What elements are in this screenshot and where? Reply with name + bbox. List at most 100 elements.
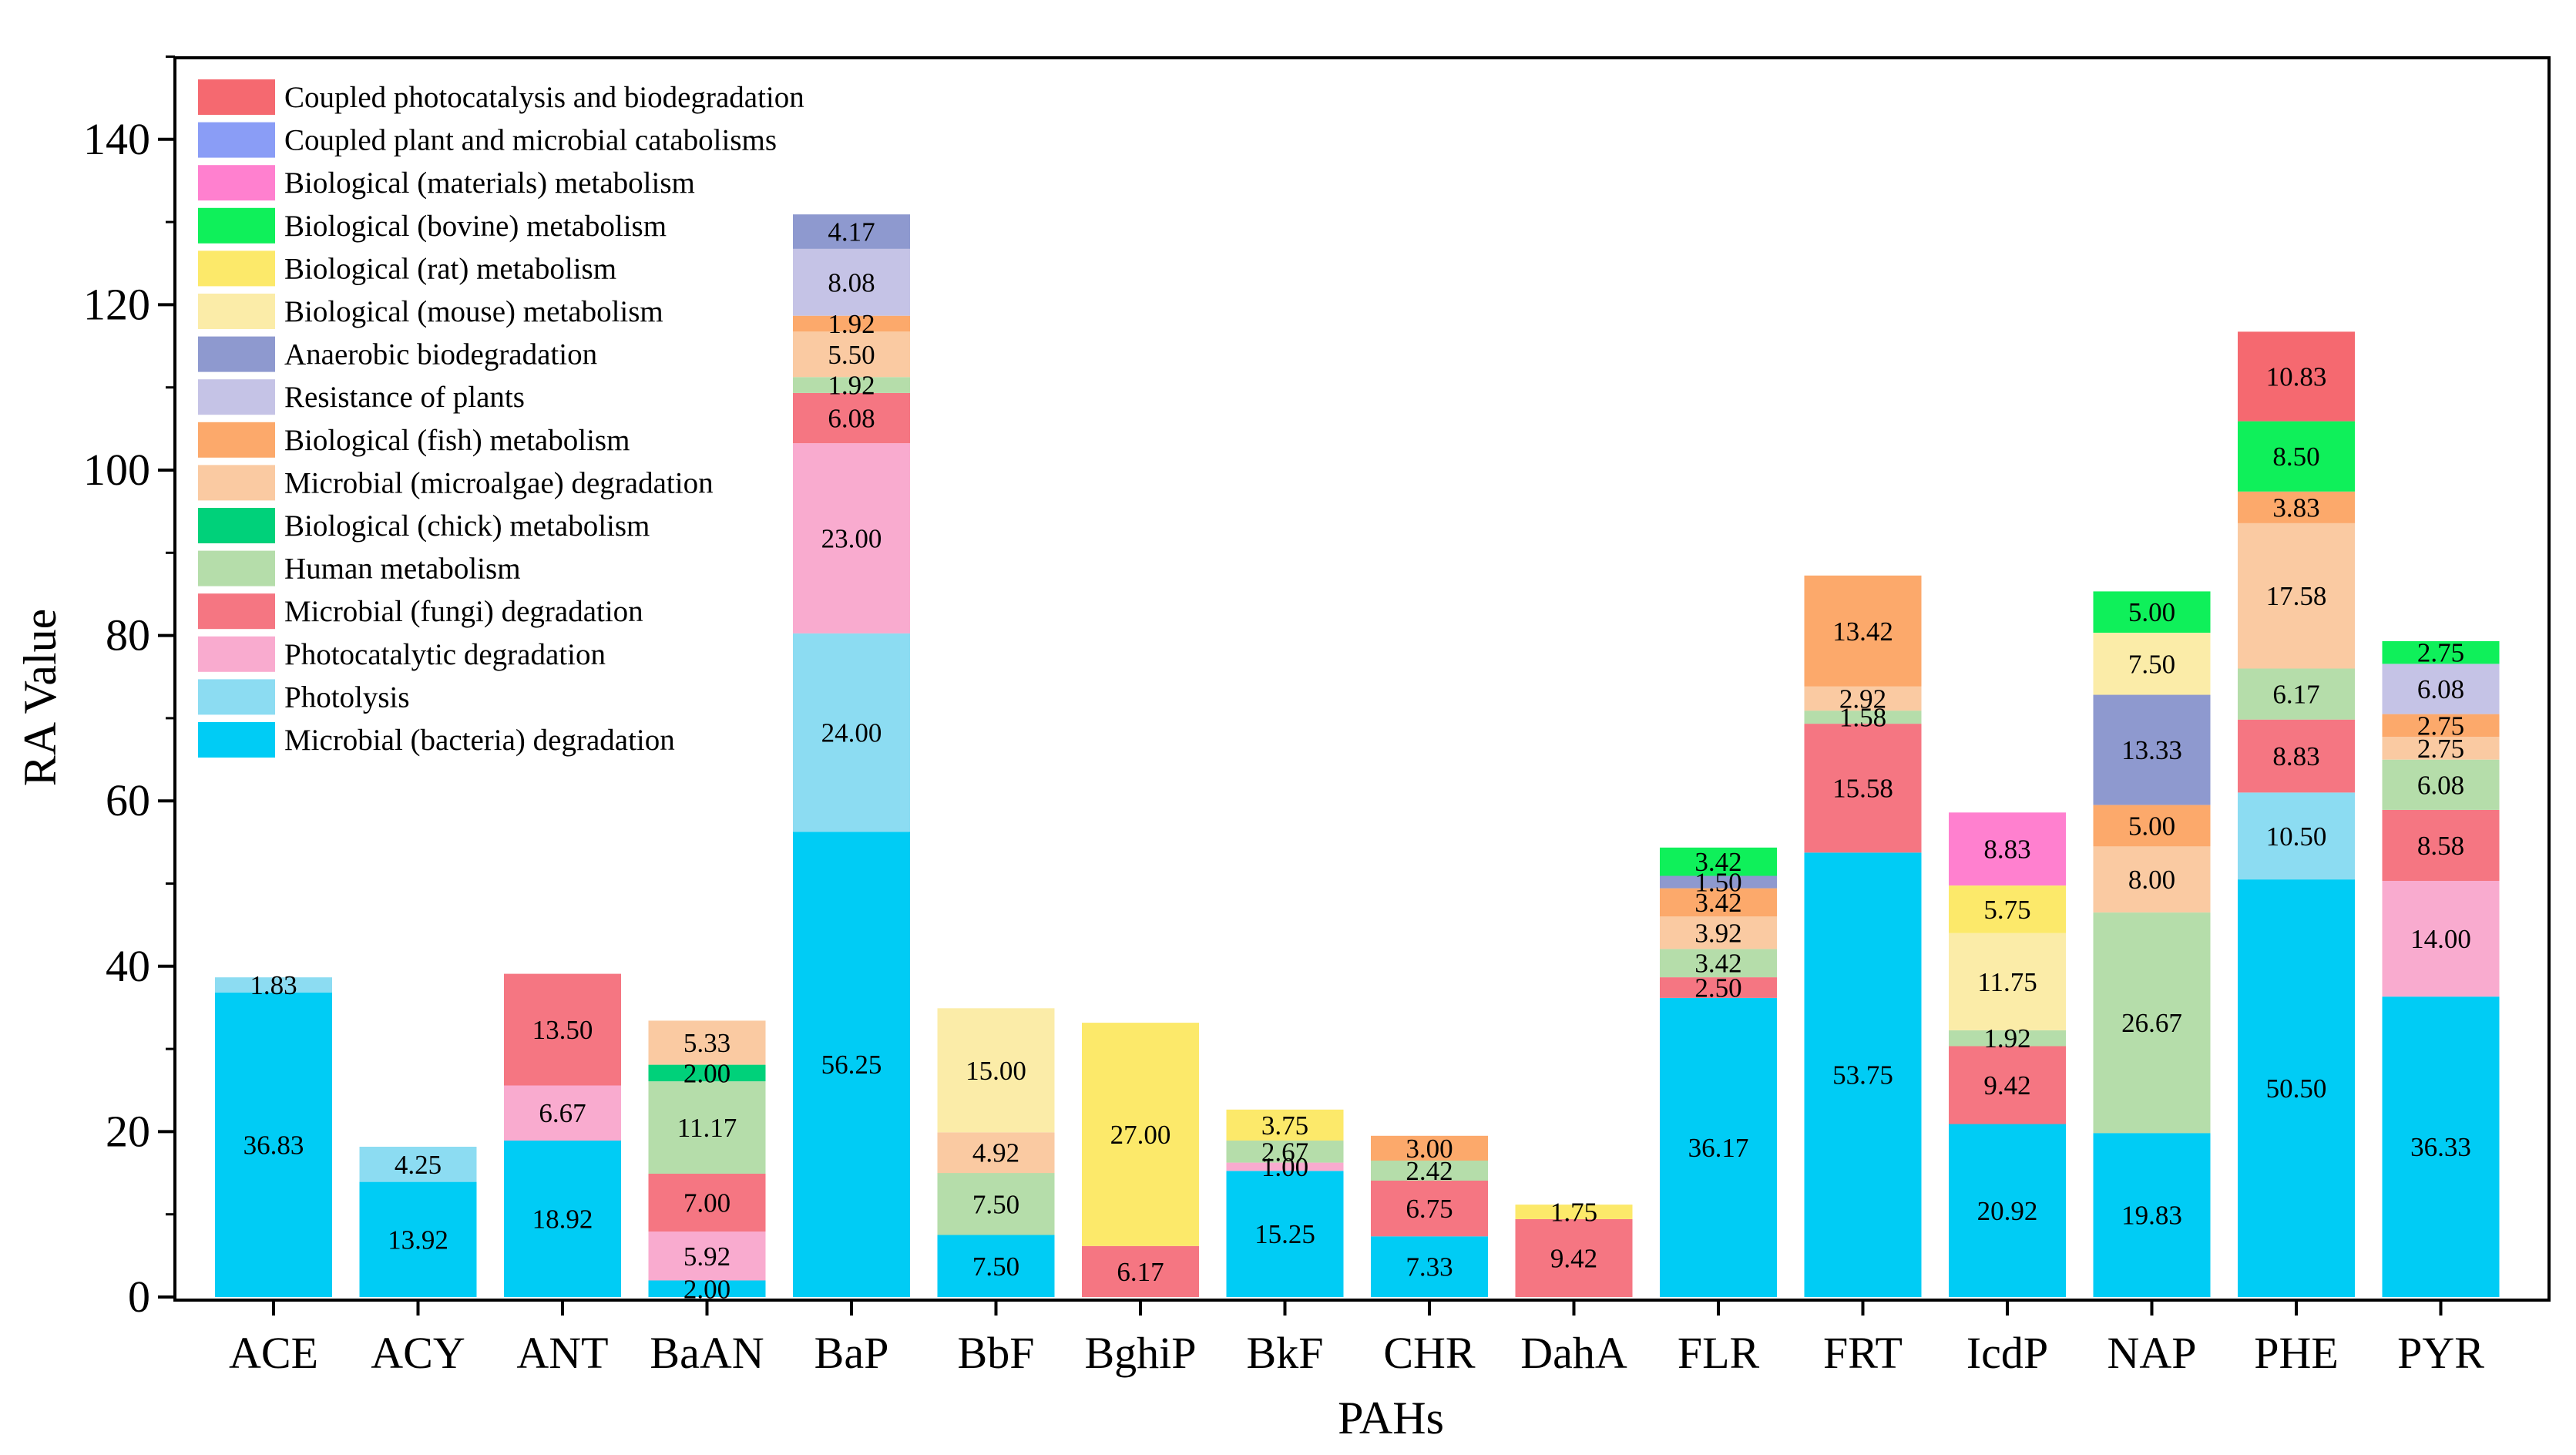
segment-value-label: 3.83 <box>2272 492 2319 523</box>
segment-value-label: 13.42 <box>1832 617 1893 647</box>
segment-value-label: 2.00 <box>683 1058 730 1088</box>
bar-segment <box>793 249 910 316</box>
y-tick-label: 100 <box>83 445 150 495</box>
segment-value-label: 2.75 <box>2417 734 2464 764</box>
x-axis-title: PAHs <box>1338 1393 1444 1443</box>
legend-swatch <box>198 294 275 329</box>
segment-value-label: 18.92 <box>532 1205 593 1235</box>
legend-swatch <box>198 636 275 672</box>
bar-segment <box>504 973 621 1086</box>
legend-label: Biological (fish) metabolism <box>284 424 630 457</box>
segment-value-label: 15.58 <box>1832 774 1893 804</box>
bar-segment <box>937 1173 1055 1235</box>
legend-swatch <box>198 722 275 758</box>
segment-value-label: 17.58 <box>2266 581 2327 611</box>
segment-value-label: 6.08 <box>2417 674 2464 704</box>
segment-value-label: 13.33 <box>2121 735 2182 765</box>
bar-segment <box>1371 1236 1488 1297</box>
segment-value-label: 4.17 <box>828 217 875 247</box>
segment-value-label: 6.08 <box>2417 770 2464 800</box>
bar-segment <box>793 832 910 1297</box>
segment-value-label: 1.58 <box>1839 703 1886 733</box>
bar-segment <box>1515 1218 1633 1297</box>
bar-segment <box>648 1232 766 1281</box>
segment-value-label: 11.17 <box>677 1113 737 1143</box>
x-tick-label: FRT <box>1823 1328 1903 1378</box>
legend-label: Biological (rat) metabolism <box>284 252 616 285</box>
bar-segment <box>1226 1141 1344 1163</box>
y-tick-label: 80 <box>106 610 150 660</box>
legend-label: Biological (bovine) metabolism <box>284 210 667 243</box>
segment-value-label: 36.83 <box>243 1130 304 1160</box>
bar-segment <box>1804 724 1922 853</box>
x-tick-label: PYR <box>2397 1328 2484 1378</box>
segment-value-label: 8.83 <box>1983 835 2030 865</box>
segment-value-label: 9.42 <box>1550 1244 1597 1274</box>
bar-segment <box>2093 591 2211 633</box>
bar-segment <box>1082 1245 1199 1297</box>
plot-bars <box>215 214 2500 1297</box>
legend-swatch <box>198 508 275 543</box>
bar-segment <box>2093 912 2211 1134</box>
bar-segment <box>2238 523 2355 669</box>
bar-segment <box>2382 996 2500 1297</box>
segment-value-label: 36.17 <box>1688 1133 1749 1163</box>
plot-frame <box>173 56 2551 1302</box>
segment-value-label: 11.75 <box>1977 967 2037 997</box>
bar-segment <box>2238 491 2355 523</box>
segment-value-label: 23.00 <box>821 524 882 554</box>
legend-label: Microbial (microalgae) degradation <box>284 466 714 499</box>
y-tick-label: 0 <box>128 1272 150 1322</box>
bar-segment <box>937 1235 1055 1297</box>
legend-swatch <box>198 679 275 715</box>
bar-segment <box>648 1081 766 1174</box>
legend-label: Microbial (fungi) degradation <box>284 595 643 628</box>
segment-value-label: 2.92 <box>1839 684 1886 714</box>
bar-segment <box>1660 888 1777 917</box>
bar-segment <box>2382 640 2500 664</box>
segment-value-label: 19.83 <box>2121 1201 2182 1231</box>
bar-segment <box>648 1064 766 1082</box>
x-tick-label: BkF <box>1247 1328 1324 1378</box>
legend-label: Biological (mouse) metabolism <box>284 295 663 328</box>
legend-swatch <box>198 465 275 501</box>
segment-value-label: 3.42 <box>1694 949 1741 979</box>
segment-value-label: 2.50 <box>1694 973 1741 1003</box>
segment-value-label: 5.92 <box>683 1242 730 1272</box>
y-tick-label: 120 <box>83 279 150 329</box>
segment-value-label: 5.00 <box>2128 811 2175 841</box>
bar-segment <box>793 443 910 633</box>
segment-value-label: 3.75 <box>1261 1111 1308 1141</box>
legend: Coupled photocatalysis and biodegradatio… <box>198 79 804 758</box>
legend-label: Human metabolism <box>284 553 521 586</box>
segment-value-label: 53.75 <box>1832 1060 1893 1090</box>
segment-value-label: 1.50 <box>1694 868 1741 898</box>
segment-value-label: 15.00 <box>966 1056 1026 1086</box>
bar-segment <box>2238 792 2355 880</box>
x-tick-label: BghiP <box>1084 1328 1196 1378</box>
segment-value-label: 8.08 <box>828 267 875 297</box>
bar-segment <box>1949 812 2066 885</box>
bar-segment <box>1371 1180 1488 1237</box>
legend-swatch <box>198 122 275 158</box>
legend-label: Photocatalytic degradation <box>284 638 606 671</box>
segment-value-label: 7.00 <box>683 1188 730 1218</box>
bar-segment <box>1660 847 1777 876</box>
bar-segment <box>793 633 910 832</box>
x-tick-label: BaAN <box>650 1328 764 1378</box>
segment-value-label: 6.75 <box>1406 1194 1453 1224</box>
segment-value-label: 8.00 <box>2128 865 2175 895</box>
bar-segment <box>2382 881 2500 997</box>
bar-segment <box>504 1141 621 1297</box>
bar-segment <box>793 315 910 332</box>
bar-segment <box>1804 575 1922 687</box>
bar-segment <box>1226 1171 1344 1297</box>
segment-value-label: 7.50 <box>972 1189 1019 1219</box>
legend-label: Resistance of plants <box>284 381 525 414</box>
bar-segment <box>1949 1046 2066 1124</box>
segment-value-label: 4.25 <box>395 1150 442 1180</box>
bar-segment <box>2382 759 2500 810</box>
bar-segment <box>648 1020 766 1065</box>
segment-value-label: 3.92 <box>1694 918 1741 948</box>
segment-value-label: 7.50 <box>972 1252 1019 1282</box>
